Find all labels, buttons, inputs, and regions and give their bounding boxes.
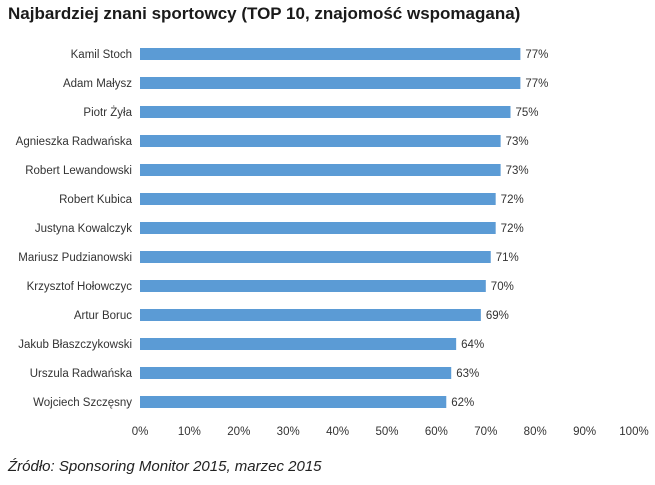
value-label: 72%	[501, 223, 524, 235]
bar	[140, 193, 496, 205]
category-label: Adam Małysz	[63, 78, 132, 90]
bar	[140, 106, 511, 118]
x-tick-label: 70%	[474, 426, 497, 438]
bar	[140, 135, 501, 147]
value-label: 75%	[516, 107, 539, 119]
x-tick-label: 80%	[524, 426, 547, 438]
category-label: Kamil Stoch	[71, 49, 132, 61]
x-tick-label: 90%	[573, 426, 596, 438]
x-tick-label: 60%	[425, 426, 448, 438]
value-label: 62%	[451, 397, 474, 409]
category-label: Robert Lewandowski	[25, 165, 132, 177]
category-label: Robert Kubica	[59, 194, 132, 206]
category-label: Krzysztof Hołowczyc	[27, 281, 133, 293]
x-tick-label: 40%	[326, 426, 349, 438]
value-label: 69%	[486, 310, 509, 322]
value-label: 70%	[491, 281, 514, 293]
value-label: 64%	[461, 339, 484, 351]
bar	[140, 338, 457, 350]
bar	[140, 48, 521, 60]
bar	[140, 164, 501, 176]
value-label: 72%	[501, 194, 524, 206]
source-note: Źródło: Sponsoring Monitor 2015, marzec …	[8, 458, 322, 475]
bar	[140, 222, 496, 234]
x-tick-label: 50%	[375, 426, 398, 438]
bar	[140, 251, 491, 263]
category-label: Agnieszka Radwańska	[16, 136, 133, 148]
value-label: 71%	[496, 252, 519, 264]
category-label: Artur Boruc	[74, 310, 132, 322]
value-label: 77%	[525, 49, 548, 61]
x-tick-label: 100%	[619, 426, 648, 438]
bar	[140, 77, 521, 89]
category-label: Justyna Kowalczyk	[35, 223, 132, 235]
x-tick-label: 0%	[132, 426, 149, 438]
value-label: 77%	[525, 78, 548, 90]
category-label: Mariusz Pudzianowski	[18, 252, 132, 264]
category-label: Jakub Błaszczykowski	[18, 339, 132, 351]
category-label: Urszula Radwańska	[30, 368, 133, 380]
chart-title: Najbardziej znani sportowcy (TOP 10, zna…	[8, 4, 521, 23]
x-tick-label: 30%	[277, 426, 300, 438]
bar	[140, 396, 447, 408]
bar	[140, 280, 486, 292]
value-label: 73%	[506, 136, 529, 148]
value-label: 73%	[506, 165, 529, 177]
x-tick-label: 10%	[178, 426, 201, 438]
category-label: Piotr Żyła	[83, 106, 132, 119]
value-label: 63%	[456, 368, 479, 380]
x-tick-label: 20%	[227, 426, 250, 438]
bar	[140, 367, 452, 379]
category-label: Wojciech Szczęsny	[33, 397, 132, 409]
bar	[140, 309, 481, 321]
